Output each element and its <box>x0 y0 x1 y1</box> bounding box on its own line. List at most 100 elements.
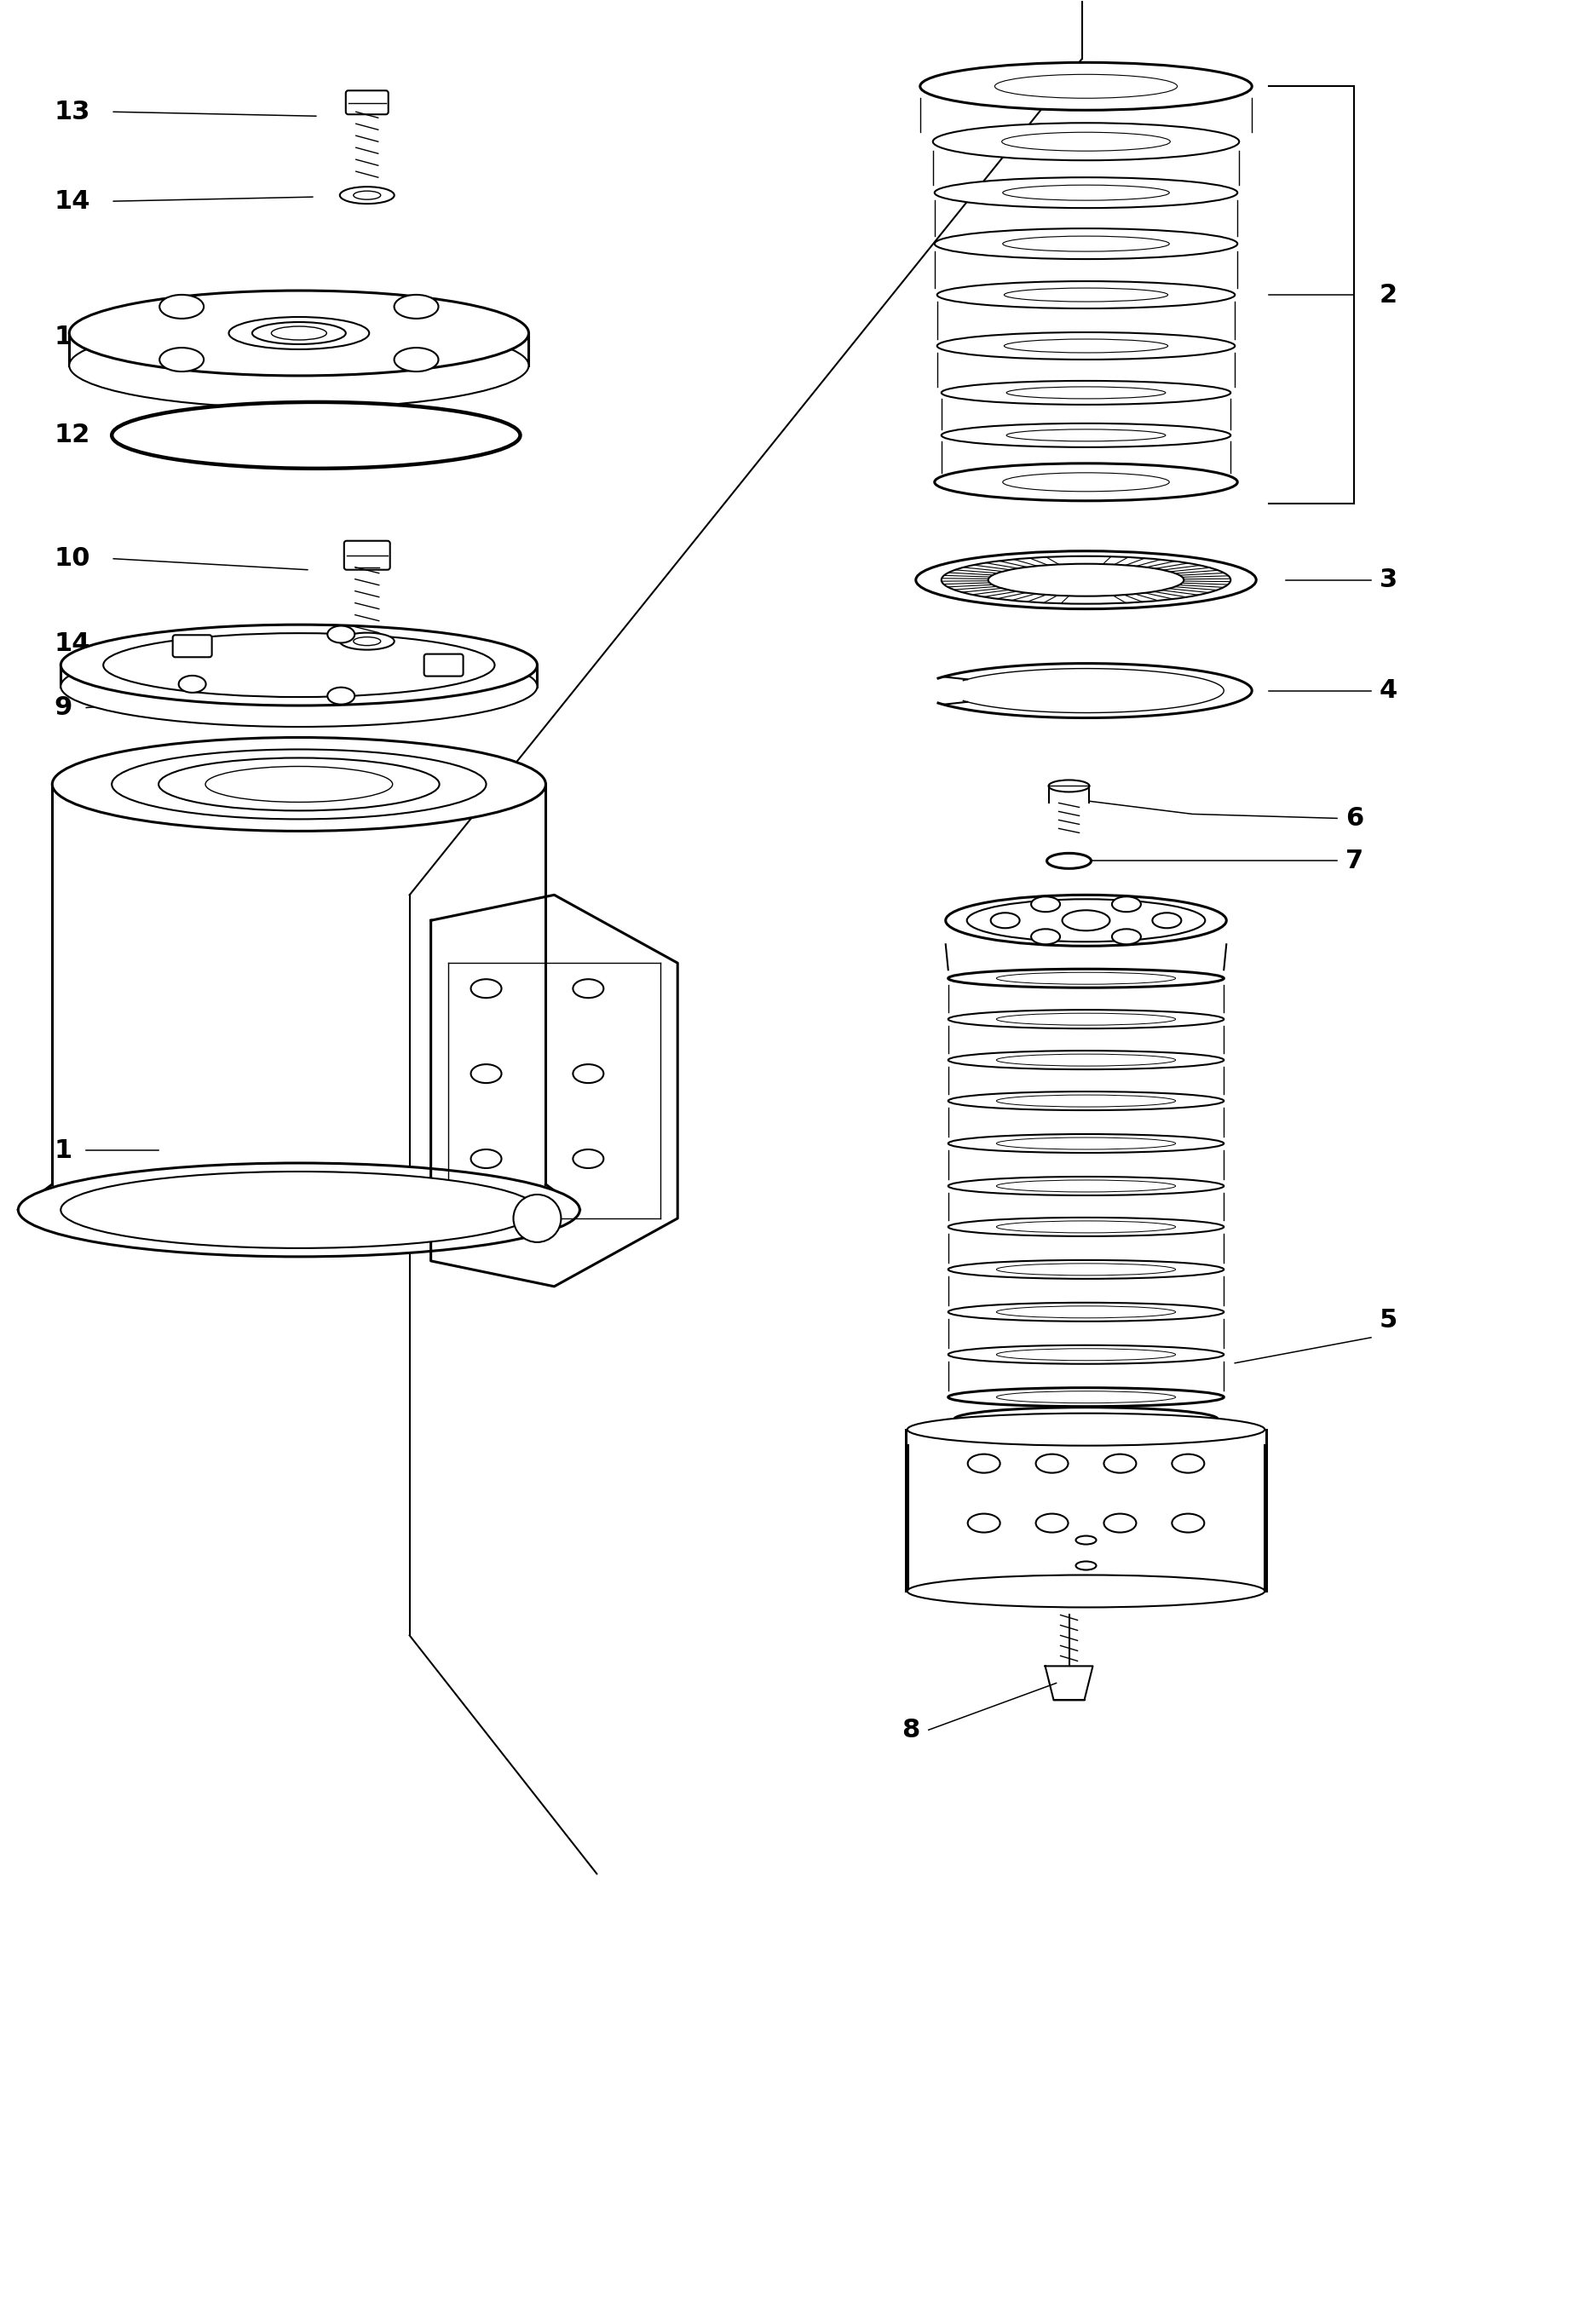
Ellipse shape <box>327 688 354 704</box>
Ellipse shape <box>573 1065 603 1083</box>
Ellipse shape <box>471 1065 501 1083</box>
Ellipse shape <box>1036 1514 1068 1533</box>
Text: 1: 1 <box>54 1139 72 1162</box>
Ellipse shape <box>69 322 528 407</box>
Text: 12: 12 <box>54 424 89 447</box>
Ellipse shape <box>948 970 1224 989</box>
Ellipse shape <box>932 123 1238 160</box>
Ellipse shape <box>935 463 1237 500</box>
Ellipse shape <box>991 912 1020 928</box>
Ellipse shape <box>948 1303 1224 1322</box>
Ellipse shape <box>948 1051 1224 1070</box>
Text: 10: 10 <box>54 546 89 572</box>
FancyBboxPatch shape <box>425 655 463 676</box>
Ellipse shape <box>353 192 381 199</box>
Text: 11: 11 <box>54 324 89 350</box>
Ellipse shape <box>252 322 346 345</box>
Ellipse shape <box>1002 185 1170 201</box>
Ellipse shape <box>948 1093 1224 1111</box>
Ellipse shape <box>996 972 1176 984</box>
Ellipse shape <box>158 757 439 810</box>
Ellipse shape <box>1004 338 1168 352</box>
Ellipse shape <box>1002 132 1170 150</box>
Ellipse shape <box>53 738 546 831</box>
Ellipse shape <box>948 1218 1224 1236</box>
Ellipse shape <box>967 1454 1001 1472</box>
Ellipse shape <box>1007 387 1165 398</box>
Ellipse shape <box>996 1220 1176 1234</box>
Text: 6: 6 <box>1345 806 1363 831</box>
Ellipse shape <box>948 1259 1224 1278</box>
Ellipse shape <box>112 750 487 820</box>
Ellipse shape <box>471 979 501 998</box>
Ellipse shape <box>18 1162 579 1257</box>
Ellipse shape <box>967 1514 1001 1533</box>
Ellipse shape <box>954 1408 1218 1431</box>
Ellipse shape <box>61 625 538 706</box>
Ellipse shape <box>1112 928 1141 945</box>
Ellipse shape <box>1152 912 1181 928</box>
Ellipse shape <box>1104 1514 1136 1533</box>
Ellipse shape <box>996 1137 1176 1151</box>
Ellipse shape <box>937 333 1235 359</box>
Ellipse shape <box>471 1151 501 1169</box>
Ellipse shape <box>994 74 1178 97</box>
Ellipse shape <box>1063 910 1109 931</box>
Ellipse shape <box>1002 236 1170 252</box>
Ellipse shape <box>1031 896 1060 912</box>
Ellipse shape <box>1047 854 1092 868</box>
Ellipse shape <box>1076 1535 1096 1544</box>
Text: 3: 3 <box>1379 567 1398 593</box>
Ellipse shape <box>948 1387 1224 1408</box>
Ellipse shape <box>935 229 1237 259</box>
Ellipse shape <box>942 424 1231 447</box>
FancyBboxPatch shape <box>172 634 212 657</box>
Ellipse shape <box>948 1345 1224 1364</box>
Ellipse shape <box>942 380 1231 405</box>
Ellipse shape <box>937 280 1235 308</box>
Circle shape <box>514 1195 562 1243</box>
Ellipse shape <box>967 898 1205 942</box>
Text: 8: 8 <box>902 1718 921 1743</box>
Ellipse shape <box>353 637 381 646</box>
Ellipse shape <box>996 1391 1176 1403</box>
Ellipse shape <box>948 1176 1224 1195</box>
Ellipse shape <box>327 625 354 644</box>
Text: 9: 9 <box>54 694 72 720</box>
FancyBboxPatch shape <box>345 542 389 569</box>
Ellipse shape <box>104 634 495 697</box>
Ellipse shape <box>945 896 1226 947</box>
Text: 2: 2 <box>1379 282 1398 308</box>
Ellipse shape <box>1036 1454 1068 1472</box>
FancyBboxPatch shape <box>346 90 388 113</box>
Ellipse shape <box>996 1095 1176 1107</box>
Ellipse shape <box>112 403 520 468</box>
Ellipse shape <box>61 646 538 727</box>
Ellipse shape <box>61 1171 538 1248</box>
Ellipse shape <box>1112 896 1141 912</box>
Ellipse shape <box>996 1306 1176 1317</box>
Ellipse shape <box>908 1412 1264 1445</box>
Ellipse shape <box>1171 1514 1205 1533</box>
Ellipse shape <box>1076 1560 1096 1570</box>
Ellipse shape <box>573 979 603 998</box>
Ellipse shape <box>69 292 528 375</box>
Text: 13: 13 <box>54 100 89 125</box>
Ellipse shape <box>271 326 327 340</box>
Text: 14: 14 <box>54 190 89 213</box>
Ellipse shape <box>935 178 1237 208</box>
Ellipse shape <box>948 1009 1224 1028</box>
Ellipse shape <box>988 565 1184 597</box>
Text: 4: 4 <box>1379 678 1398 704</box>
Ellipse shape <box>1031 928 1060 945</box>
Ellipse shape <box>228 317 369 350</box>
Text: 5: 5 <box>1379 1308 1398 1333</box>
Ellipse shape <box>340 632 394 651</box>
Ellipse shape <box>1004 287 1168 301</box>
Ellipse shape <box>948 1134 1224 1153</box>
Ellipse shape <box>160 347 204 370</box>
Ellipse shape <box>394 294 439 319</box>
Ellipse shape <box>996 1350 1176 1361</box>
Ellipse shape <box>1002 472 1170 491</box>
Ellipse shape <box>394 347 439 370</box>
